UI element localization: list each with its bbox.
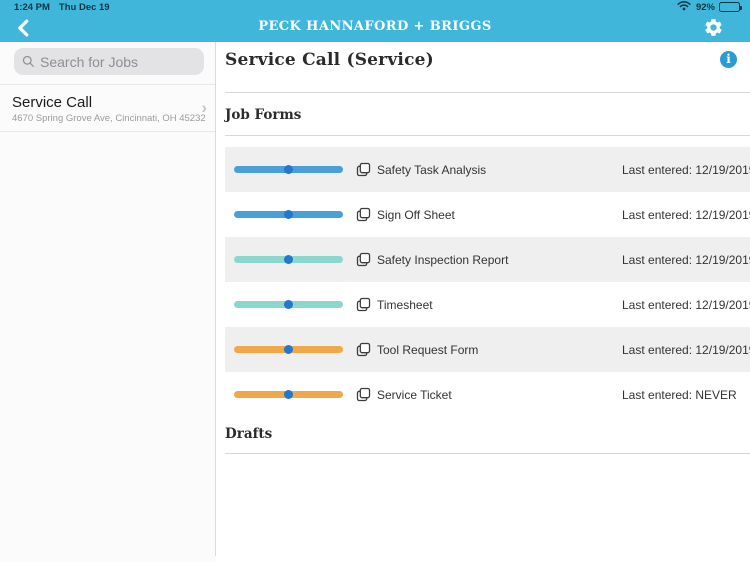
copy-icon[interactable] [355, 341, 372, 363]
copy-icon[interactable] [355, 251, 372, 273]
progress-bar [234, 210, 343, 219]
divider [0, 131, 216, 132]
progress-bar [234, 345, 343, 354]
form-row-safety-inspection-report[interactable]: Safety Inspection Report Last entered: 1… [225, 237, 750, 282]
header-area: 1:24 PM Thu Dec 19 92% PECK HANNAFORD + … [0, 0, 750, 42]
section-job-forms: Job Forms [225, 107, 302, 123]
progress-dot [284, 390, 293, 399]
form-name: Timesheet [377, 298, 433, 312]
divider [0, 84, 216, 85]
status-date: Thu Dec 19 [58, 1, 110, 13]
copy-icon[interactable] [355, 386, 372, 408]
form-last-entered: Last entered: 12/19/2019 [622, 208, 750, 222]
form-name: Service Ticket [377, 388, 452, 402]
progress-bar [234, 390, 343, 399]
progress-dot [284, 345, 293, 354]
chevron-left-icon [18, 19, 29, 37]
job-address: 4670 Spring Grove Ave, Cincinnati, OH 45… [12, 113, 206, 124]
battery-icon [719, 2, 742, 12]
form-name: Safety Task Analysis [377, 163, 487, 177]
form-row-safety-task-analysis[interactable]: Safety Task Analysis Last entered: 12/19… [225, 147, 750, 192]
form-last-entered: Last entered: 12/19/2019 [622, 253, 750, 267]
job-title: Service Call [12, 94, 93, 111]
form-name: Safety Inspection Report [377, 253, 509, 267]
sidebar-divider [215, 42, 216, 556]
progress-bar [234, 300, 343, 309]
main-panel: Service Call (Service) i Job Forms Safet… [216, 42, 750, 562]
progress-bar [234, 255, 343, 264]
divider [225, 92, 750, 93]
form-last-entered: Last entered: NEVER [622, 388, 737, 402]
search-input[interactable]: Search for Jobs [14, 48, 204, 75]
progress-bar [234, 165, 343, 174]
form-row-timesheet[interactable]: Timesheet Last entered: 12/19/2019 [225, 282, 750, 327]
form-list: Safety Task Analysis Last entered: 12/19… [225, 147, 750, 417]
battery-percent: 92% [695, 1, 715, 13]
form-row-service-ticket[interactable]: Service Ticket Last entered: NEVER [225, 372, 750, 417]
settings-button[interactable] [703, 17, 724, 38]
form-name: Sign Off Sheet [377, 208, 455, 222]
search-placeholder: Search for Jobs [40, 53, 139, 70]
copy-icon[interactable] [355, 161, 372, 183]
form-last-entered: Last entered: 12/19/2019 [622, 343, 750, 357]
status-time: 1:24 PM [14, 1, 50, 13]
wifi-icon [677, 0, 691, 14]
chevron-right-icon: › [201, 98, 207, 117]
progress-dot [284, 165, 293, 174]
progress-dot [284, 255, 293, 264]
divider [225, 453, 750, 454]
form-row-tool-request-form[interactable]: Tool Request Form Last entered: 12/19/20… [225, 327, 750, 372]
jobs-sidebar: Search for Jobs Service Call 4670 Spring… [0, 42, 216, 562]
app-title: PECK HANNAFORD + BRIGGS [258, 19, 492, 34]
back-button[interactable] [13, 17, 35, 39]
progress-dot [284, 300, 293, 309]
form-last-entered: Last entered: 12/19/2019 [622, 163, 750, 177]
gear-icon [705, 19, 722, 36]
divider [225, 135, 750, 136]
page-title: Service Call (Service) [225, 50, 434, 70]
form-name: Tool Request Form [377, 343, 479, 357]
section-drafts: Drafts [225, 426, 273, 442]
status-bar: 1:24 PM Thu Dec 19 92% [0, 0, 750, 14]
search-icon [22, 55, 34, 67]
progress-dot [284, 210, 293, 219]
form-row-sign-off-sheet[interactable]: Sign Off Sheet Last entered: 12/19/2019 [225, 192, 750, 237]
copy-icon[interactable] [355, 206, 372, 228]
copy-icon[interactable] [355, 296, 372, 318]
form-last-entered: Last entered: 12/19/2019 [622, 298, 750, 312]
job-list-item[interactable]: Service Call 4670 Spring Grove Ave, Cinc… [0, 85, 216, 131]
info-icon[interactable]: i [720, 51, 737, 68]
nav-bar: PECK HANNAFORD + BRIGGS [0, 14, 750, 42]
